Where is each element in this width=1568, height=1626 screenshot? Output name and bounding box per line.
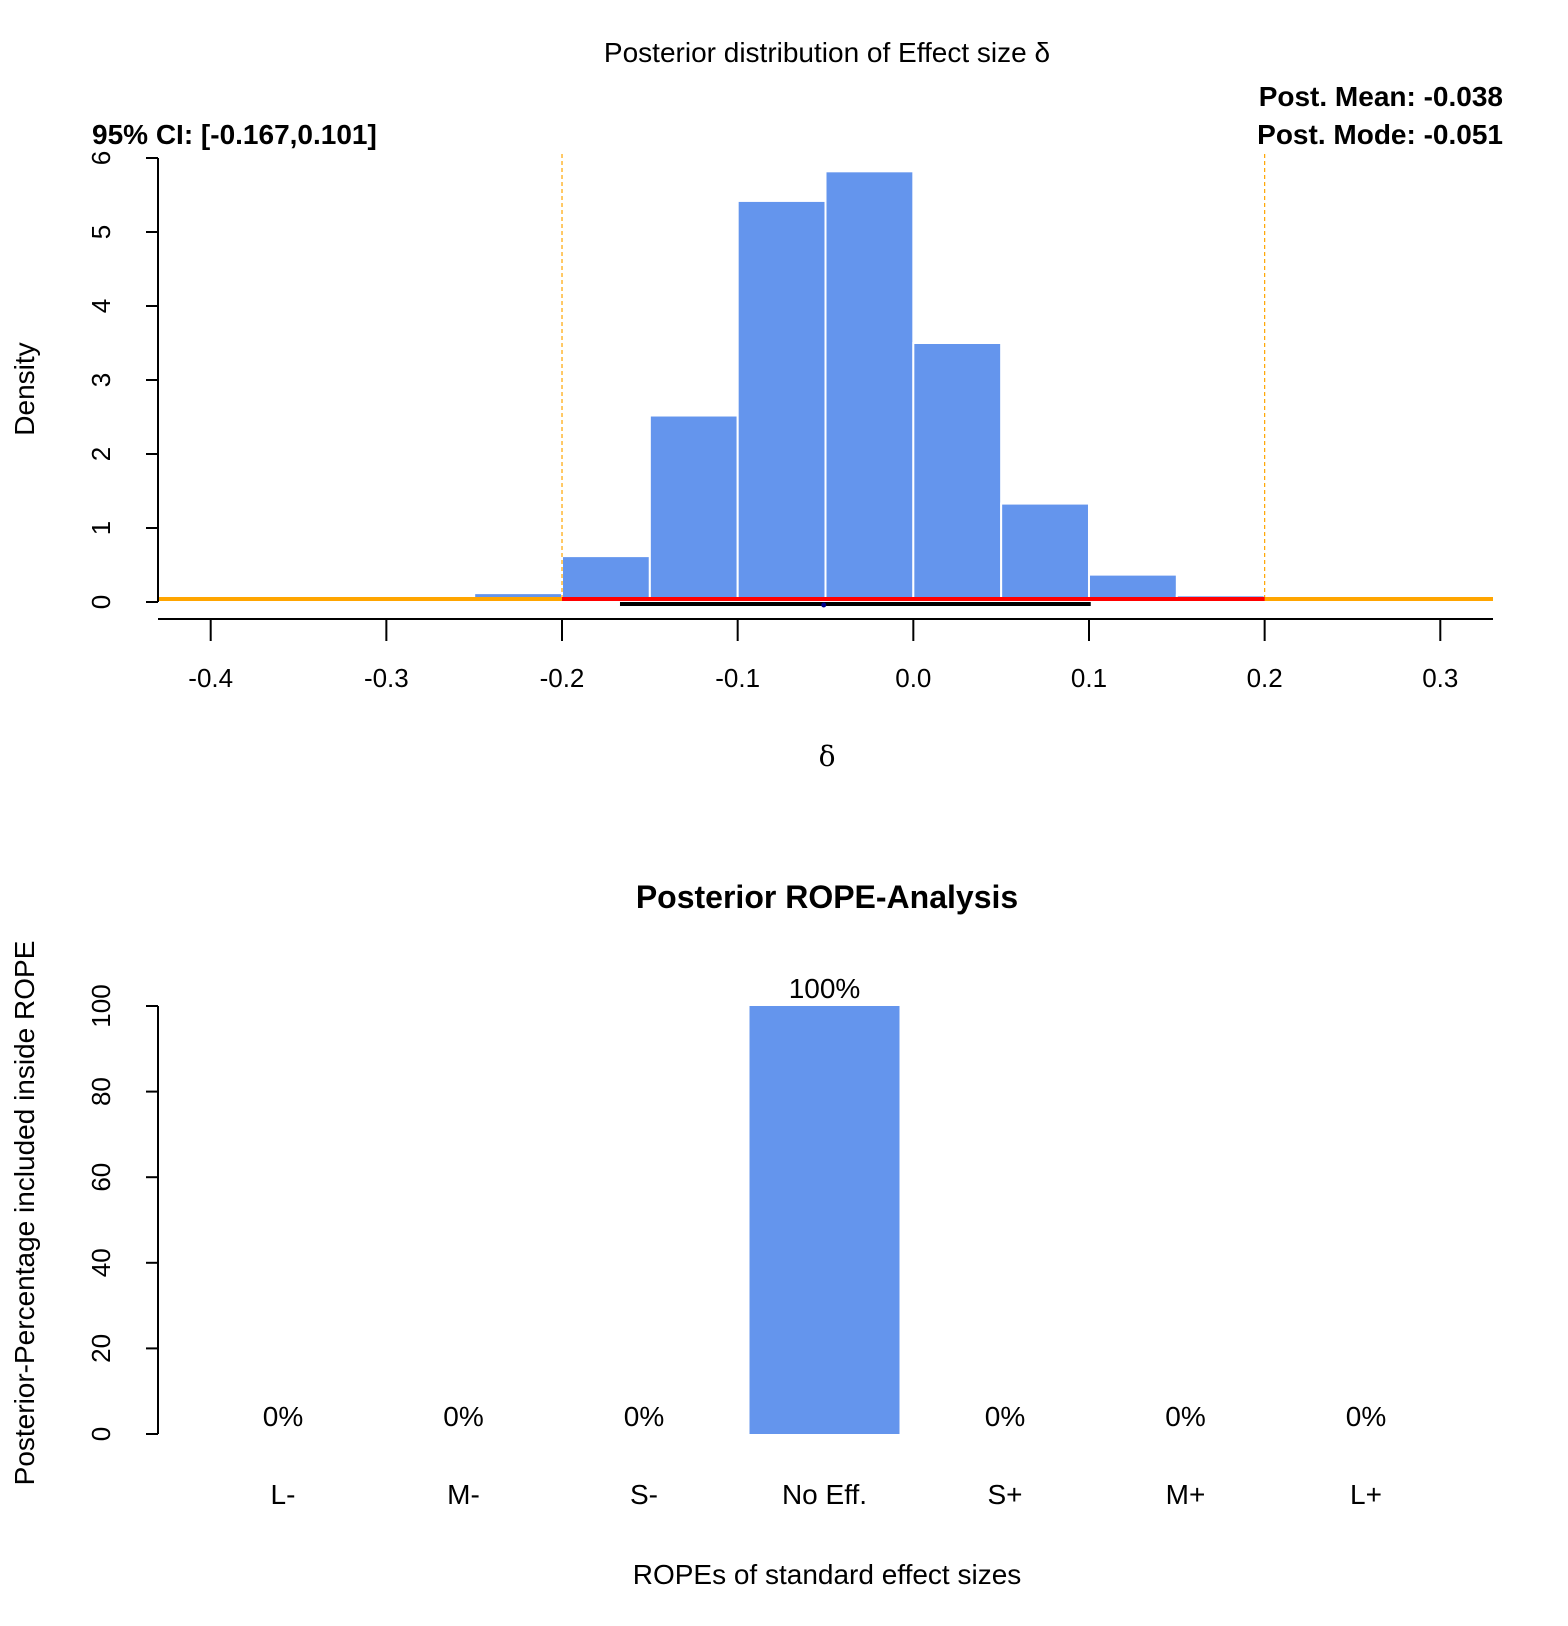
histogram-y-tick-label-4: 4 [86, 299, 116, 313]
rope-value-label-4: 100% [789, 973, 861, 1004]
posterior-mode-marker [821, 602, 827, 608]
rope-category-label-1: L- [271, 1479, 296, 1510]
rope-category-label-6: M+ [1166, 1479, 1206, 1510]
histogram-x-tick-label--0.1: -0.1 [715, 663, 760, 693]
histogram-x-tick-label-0.2: 0.2 [1247, 663, 1283, 693]
rope-y-tick-label-0: 0 [86, 1427, 116, 1441]
histogram-x-tick-label--0.4: -0.4 [188, 663, 233, 693]
histogram-x-tick-label-0.1: 0.1 [1071, 663, 1107, 693]
rope-category-labels: L- M- S- No Eff. S+ M+ L+ [271, 1479, 1382, 1510]
histogram-y-tick-label-3: 3 [86, 373, 116, 387]
histogram-overlays [158, 154, 1493, 608]
rope-value-label-7: 0% [1346, 1401, 1386, 1432]
histogram-x-tick-label--0.3: -0.3 [364, 663, 409, 693]
rope-y-axis-label: Posterior-Percentage included inside ROP… [9, 941, 40, 1486]
histogram-y-tick-label-6: 6 [86, 151, 116, 165]
rope-y-tick-label-40: 40 [86, 1248, 116, 1277]
histogram-x-tick-label--0.2: -0.2 [540, 663, 585, 693]
rope-analysis-panel: Posterior ROPE-Analysis 0% 0% 0%100%0% 0% 0%… [9, 879, 1386, 1590]
histogram-y-axis: 0 1 2 3 4 5 6 [86, 151, 159, 609]
histogram-y-tick-label-5: 5 [86, 225, 116, 239]
rope-category-label-7: L+ [1350, 1479, 1382, 1510]
posterior-mode-label: Post. Mode: -0.051 [1257, 119, 1503, 150]
rope-category-label-2: M- [447, 1479, 480, 1510]
histogram-panel: Posterior distribution of Effect size δ … [9, 37, 1503, 773]
rope-x-axis-label: ROPEs of standard effect sizes [633, 1559, 1022, 1590]
histogram-bar-7 [1000, 502, 1090, 603]
histogram-y-tick-label-1: 1 [86, 521, 116, 535]
histogram-bars [473, 170, 1266, 604]
rope-value-label-2: 0% [443, 1401, 483, 1432]
histogram-y-tick-label-0: 0 [86, 595, 116, 609]
rope-category-label-3: S- [630, 1479, 658, 1510]
rope-category-label-5: S+ [987, 1479, 1022, 1510]
rope-y-tick-label-80: 80 [86, 1077, 116, 1106]
rope-value-label-1: 0% [263, 1401, 303, 1432]
credible-interval-label: 95% CI: [-0.167,0.101] [92, 119, 377, 150]
histogram-x-axis: -0.4 -0.3 -0.2 -0.1 0.0 0.1 0.2 0.3 [158, 618, 1493, 693]
histogram-bar-2 [561, 555, 651, 603]
histogram-bar-5 [824, 170, 915, 603]
histogram-title: Posterior distribution of Effect size δ [604, 37, 1050, 68]
rope-value-label-3: 0% [624, 1401, 664, 1432]
rope-value-label-5: 0% [985, 1401, 1025, 1432]
rope-bars: 0% 0% 0% 100% 0% 0% 0% [263, 973, 1386, 1434]
rope-value-label-6: 0% [1165, 1401, 1205, 1432]
histogram-bar-6 [912, 342, 1003, 603]
rope-y-axis: 0 20 40 60 80 100 [86, 984, 159, 1441]
histogram-bar-3 [648, 414, 739, 603]
histogram-y-tick-label-2: 2 [86, 447, 116, 461]
histogram-bar-4 [736, 199, 827, 603]
histogram-x-tick-label-0.0: 0.0 [895, 663, 931, 693]
posterior-mean-label: Post. Mean: -0.038 [1259, 81, 1503, 112]
histogram-x-axis-label: δ [819, 740, 836, 773]
rope-analysis-title: Posterior ROPE-Analysis [636, 879, 1018, 915]
rope-y-tick-label-20: 20 [86, 1334, 116, 1363]
histogram-y-axis-label: Density [9, 342, 40, 435]
rope-y-tick-label-60: 60 [86, 1163, 116, 1192]
rope-category-label-4: No Eff. [782, 1479, 867, 1510]
rope-y-tick-label-100: 100 [86, 984, 116, 1027]
histogram-x-tick-label-0.3: 0.3 [1422, 663, 1458, 693]
rope-bar-4 [749, 1006, 900, 1434]
